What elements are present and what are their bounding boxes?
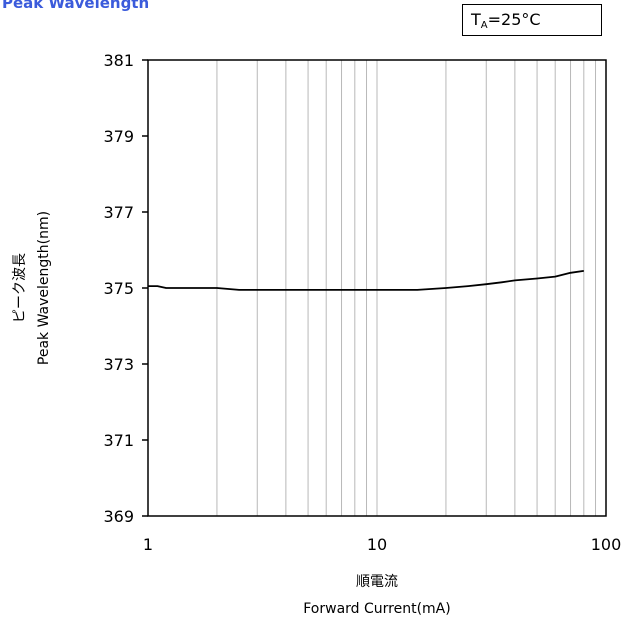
y-tick-label: 373 bbox=[103, 355, 134, 374]
plot-frame bbox=[147, 59, 607, 517]
condition-box: TA=25°C bbox=[462, 4, 602, 36]
y-tick-label: 379 bbox=[103, 127, 134, 146]
y-tick-label: 377 bbox=[103, 203, 134, 222]
condition-subscript: A bbox=[480, 20, 488, 31]
y-axis-label: Peak Wavelength(nm) bbox=[36, 211, 52, 365]
y-axis-label-jp: ピーク波長 bbox=[12, 253, 28, 323]
x-tick-label: 1 bbox=[143, 535, 153, 554]
x-axis-label-jp: 順電流 bbox=[356, 574, 398, 590]
y-tick-label: 375 bbox=[103, 279, 134, 298]
condition-prefix: T bbox=[471, 10, 481, 29]
x-tick-label: 10 bbox=[367, 535, 387, 554]
series-line-0 bbox=[148, 270, 584, 291]
x-axis-label: Forward Current(mA) bbox=[303, 601, 450, 617]
grid-layer bbox=[142, 59, 597, 517]
y-tick-label: 371 bbox=[103, 431, 134, 450]
y-tick-label: 381 bbox=[103, 51, 134, 70]
series-layer bbox=[148, 270, 584, 291]
chart-title: Peak Wavelength bbox=[2, 0, 150, 12]
tick-label-layer: 369 371 373 375 377 379 381 1 10 100 bbox=[103, 51, 621, 554]
x-tick-label: 100 bbox=[591, 535, 622, 554]
condition-suffix: =25°C bbox=[487, 10, 541, 29]
y-tick-label: 369 bbox=[103, 507, 134, 526]
